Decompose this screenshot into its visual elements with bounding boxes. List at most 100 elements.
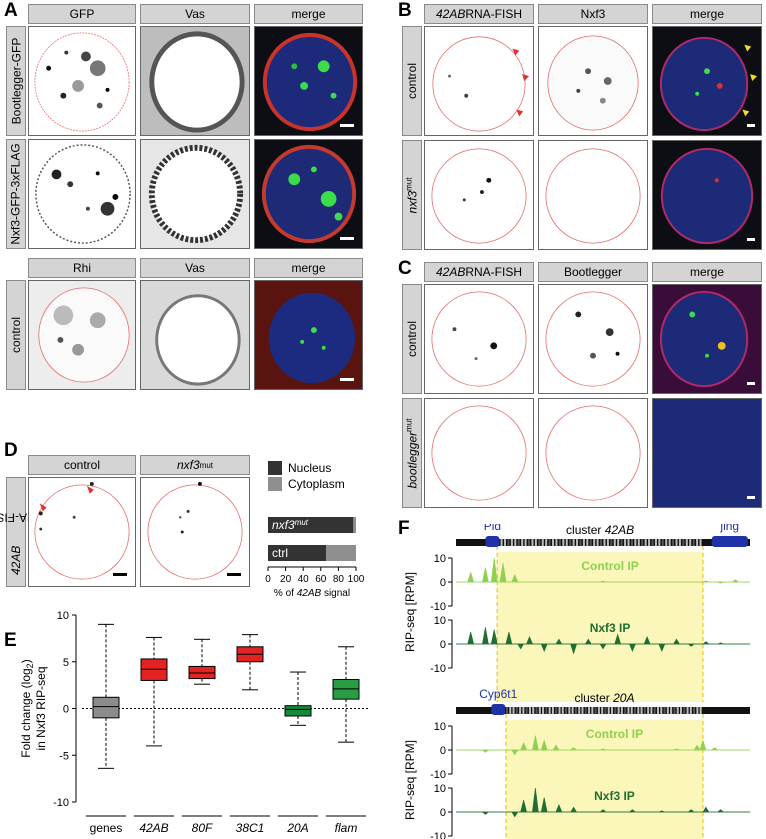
- cluster-stripe: [535, 707, 538, 714]
- bar-cytoplasm: [353, 517, 356, 533]
- cluster-stripe: [634, 539, 637, 546]
- a-vas-image-2: [140, 139, 250, 249]
- cluster-stripe: [589, 539, 592, 546]
- d-control-image: [28, 477, 136, 587]
- cluster-stripe: [582, 539, 585, 546]
- b-nxf3-image-2: [538, 140, 648, 250]
- a-vas-image-3: [140, 280, 250, 390]
- cluster-stripe: [607, 707, 610, 714]
- cluster-stripe: [601, 707, 604, 714]
- cluster-stripe: [692, 539, 695, 546]
- cluster-stripe: [505, 707, 508, 714]
- cluster-title: cluster 20A: [574, 691, 634, 705]
- scale-bar: [747, 382, 755, 385]
- cluster-stripe: [610, 539, 613, 546]
- x-tick-label: 20: [280, 574, 292, 585]
- cluster-stripe: [579, 539, 582, 546]
- cluster-stripe: [679, 707, 682, 714]
- cluster-stripe: [524, 539, 527, 546]
- cluster-stripe: [574, 707, 577, 714]
- panel-b-label: B: [398, 0, 412, 21]
- a-header-merge: merge: [254, 4, 363, 24]
- cluster-stripe: [665, 539, 668, 546]
- cluster-highlight: [505, 720, 703, 839]
- gene-label: Pld: [484, 524, 501, 533]
- f-rip-seq-tracks: cluster 42AB Pld jing 10 0 -10 Control IP 10 0 -1…: [403, 524, 750, 839]
- cluster-stripe: [617, 707, 620, 714]
- b-fish-image-1: [424, 26, 534, 136]
- bar-cytoplasm: [326, 545, 356, 561]
- scale-bar: [113, 573, 127, 576]
- cluster-stripe: [548, 539, 551, 546]
- cluster-stripe: [555, 539, 558, 546]
- cluster-stripe: [689, 539, 692, 546]
- cluster-stripe: [613, 539, 616, 546]
- cluster-stripe: [648, 539, 651, 546]
- y-tick-label: 10: [434, 783, 446, 795]
- track-label: Nxf3 IP: [594, 789, 635, 803]
- y-axis-label: Fold change (log2): [19, 659, 35, 757]
- cluster-stripe: [576, 539, 579, 546]
- cluster-stripe: [571, 707, 574, 714]
- cluster-stripe: [528, 539, 531, 546]
- cluster-stripe: [666, 707, 669, 714]
- cluster-stripe: [630, 707, 633, 714]
- scale-bar: [340, 124, 354, 127]
- y-tick-label: -10: [430, 601, 446, 613]
- a-merge-image-3: [254, 280, 363, 390]
- cluster-stripe: [581, 707, 584, 714]
- cluster-stripe: [604, 707, 607, 714]
- scale-bar: [747, 238, 755, 241]
- track-label: Control IP: [581, 559, 638, 573]
- cluster-stripe: [650, 707, 653, 714]
- y-tick-label: -10: [430, 831, 446, 839]
- category-label: 80F: [192, 821, 213, 835]
- cluster-stripe: [624, 707, 627, 714]
- cluster-stripe: [596, 539, 599, 546]
- cluster-stripe: [538, 539, 541, 546]
- b-merge-image-2: [652, 140, 762, 250]
- category-label: 42AB: [139, 821, 168, 835]
- panel-e-label: E: [4, 630, 17, 651]
- box: [284, 705, 312, 717]
- y-tick-label: -10: [53, 797, 69, 809]
- cluster-stripe: [594, 707, 597, 714]
- cluster-stripe: [620, 539, 623, 546]
- cluster-stripe: [689, 707, 692, 714]
- cluster-title: cluster 42AB: [566, 524, 634, 537]
- y-axis-label: RIP-seq [RPM]: [403, 740, 417, 820]
- a-row-nxf3-gfp: Nxf3-GFP-3xFLAG: [6, 139, 26, 249]
- b-row-control: control: [402, 26, 422, 136]
- nucleus-swatch: [268, 461, 282, 475]
- cluster-stripe: [568, 707, 571, 714]
- panel-d-label: D: [4, 440, 18, 461]
- cytoplasm-swatch: [268, 477, 282, 491]
- cluster-stripe: [685, 539, 688, 546]
- panel-a-label: A: [4, 0, 18, 21]
- cluster-stripe: [545, 707, 548, 714]
- cluster-stripe: [620, 707, 623, 714]
- a-gfp-image-1: [28, 26, 136, 136]
- cluster-stripe: [565, 539, 568, 546]
- cluster-stripe: [653, 707, 656, 714]
- cluster-stripe: [504, 539, 507, 546]
- cluster-stripe: [558, 707, 561, 714]
- cluster-stripe: [551, 707, 554, 714]
- cluster-stripe: [532, 707, 535, 714]
- d-row-fish: 42AB RNA-FISH: [0, 477, 44, 587]
- cluster-stripe: [561, 707, 564, 714]
- panel-c-label: C: [398, 258, 412, 279]
- cluster-stripe: [683, 707, 686, 714]
- b-fish-image-2: [424, 140, 534, 250]
- a-header-rhi: Rhi: [28, 258, 136, 278]
- cluster-stripe: [531, 539, 534, 546]
- cluster-stripe: [528, 707, 531, 714]
- a-gfp-image-2: [28, 139, 136, 249]
- cluster-stripe: [519, 707, 522, 714]
- bar-nucleus: [268, 517, 354, 533]
- cluster-stripe: [651, 539, 654, 546]
- c-fish-image-2: [424, 398, 534, 508]
- y-tick-label: 0: [440, 745, 446, 757]
- a-header-vas-2: Vas: [140, 258, 250, 278]
